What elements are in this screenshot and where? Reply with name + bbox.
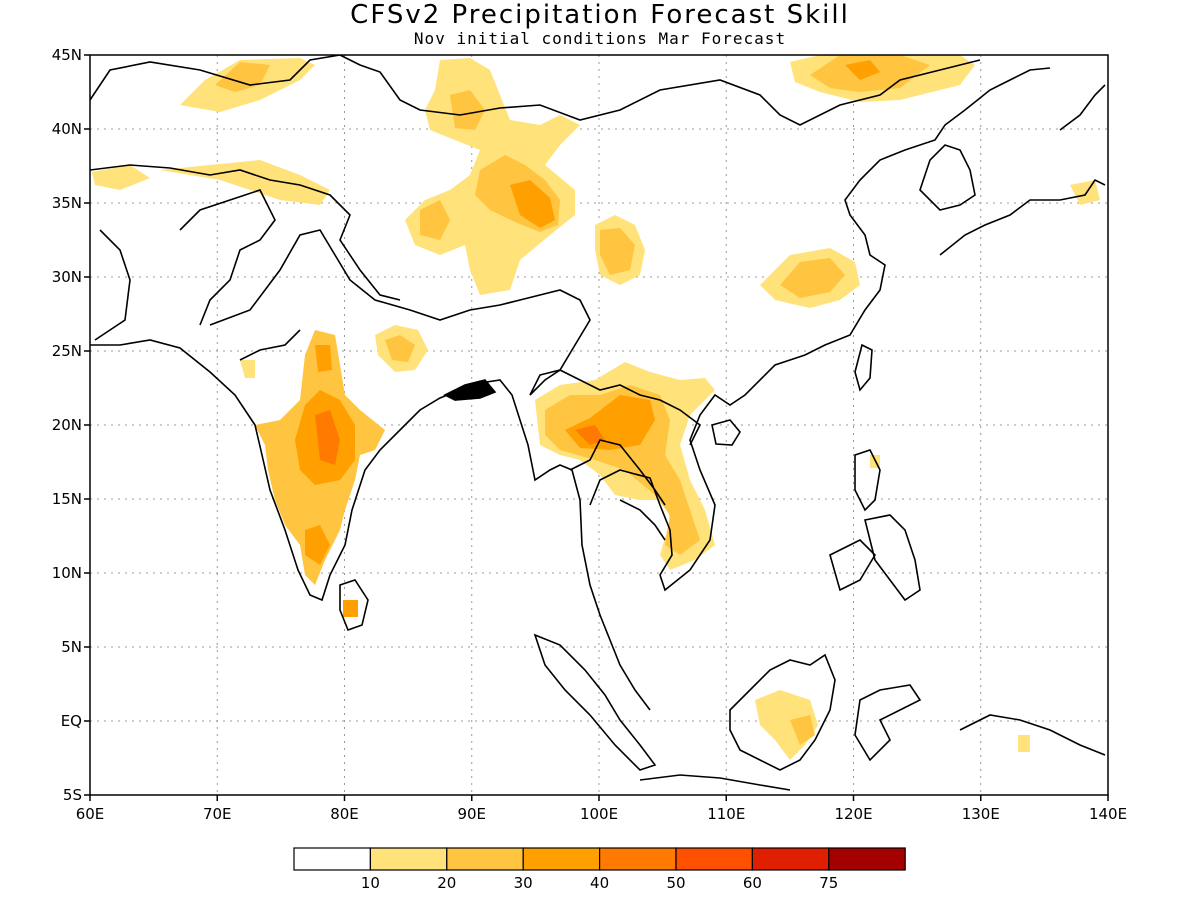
tick-label-lon: 90E (457, 805, 486, 823)
skill-region-borneo-core (790, 715, 815, 745)
colorbar-swatch (828, 847, 906, 871)
map-title: CFSv2 Precipitation Forecast Skill (350, 0, 850, 30)
tick-label-lat: 5S (63, 786, 82, 804)
skill-region-central-asia (92, 165, 150, 190)
skill-region-nepal-core (385, 335, 415, 362)
colorbar-swatch (369, 847, 448, 871)
skill-region-tibet-west (420, 200, 450, 240)
colorbar-label: 75 (819, 874, 838, 892)
axis-ticks (84, 54, 1109, 801)
skill-shading (92, 55, 1100, 760)
tick-label-lon: 80E (330, 805, 359, 823)
tick-label-lat: EQ (61, 712, 82, 730)
skill-region-tibet-core (510, 180, 555, 228)
skill-region-new-guinea (1018, 735, 1030, 752)
colorbar-swatch (598, 847, 677, 871)
skill-region-japan (1070, 180, 1100, 205)
colorbar-label: 30 (514, 874, 533, 892)
tick-label-lat: 45N (52, 46, 82, 64)
tick-label-lat: 10N (52, 564, 82, 582)
latitude-labels: 5S EQ 5N 10N 15N 20N 25N 30N 35N 40N 45N (52, 46, 82, 804)
colorbar-label: 60 (743, 874, 762, 892)
skill-region-india-core (315, 410, 340, 465)
skill-region-tarim (160, 160, 330, 205)
tick-label-lon: 100E (580, 805, 618, 823)
tick-label-lat: 25N (52, 342, 82, 360)
skill-region-ne-china-peak (845, 60, 880, 80)
tick-label-lat: 40N (52, 120, 82, 138)
longitude-labels: 60E 70E 80E 90E 100E 110E 120E 130E 140E (76, 805, 1127, 823)
colorbar-label: 20 (437, 874, 456, 892)
colorbar-swatch (293, 847, 372, 871)
tick-label-lat: 30N (52, 268, 82, 286)
tick-label-lon: 130E (962, 805, 1000, 823)
tick-label-lat: 5N (61, 638, 82, 656)
skill-region-india (240, 360, 255, 378)
tick-label-lat: 15N (52, 490, 82, 508)
tick-label-lat: 35N (52, 194, 82, 212)
map-subtitle: Nov initial conditions Mar Forecast (413, 29, 787, 48)
colorbar-label: 50 (666, 874, 685, 892)
tick-label-lon: 60E (76, 805, 105, 823)
colorbar-swatch (446, 847, 524, 871)
colorbar-label: 40 (590, 874, 609, 892)
tick-label-lat: 20N (52, 416, 82, 434)
colorbar-swatch (522, 847, 601, 871)
skill-region-tibet-mid (450, 90, 485, 130)
colorbar-label: 10 (361, 874, 380, 892)
tick-label-lon: 70E (203, 805, 232, 823)
tick-label-lon: 120E (834, 805, 872, 823)
tick-label-lon: 110E (707, 805, 745, 823)
tick-label-lon: 140E (1089, 805, 1127, 823)
skill-region-indochina-peak (575, 425, 605, 445)
skill-region-india-north (315, 345, 332, 372)
skill-region-india-south (305, 525, 330, 565)
colorbar-swatch (675, 847, 754, 871)
skill-region-sri-lanka (343, 600, 358, 617)
skill-region-sichuan-core (600, 228, 635, 275)
skill-region-east-china-core (780, 258, 845, 298)
coastlines (90, 55, 1106, 791)
colorbar-swatch (751, 847, 830, 871)
colorbar-legend: 10 20 30 40 50 60 75 (293, 847, 906, 892)
